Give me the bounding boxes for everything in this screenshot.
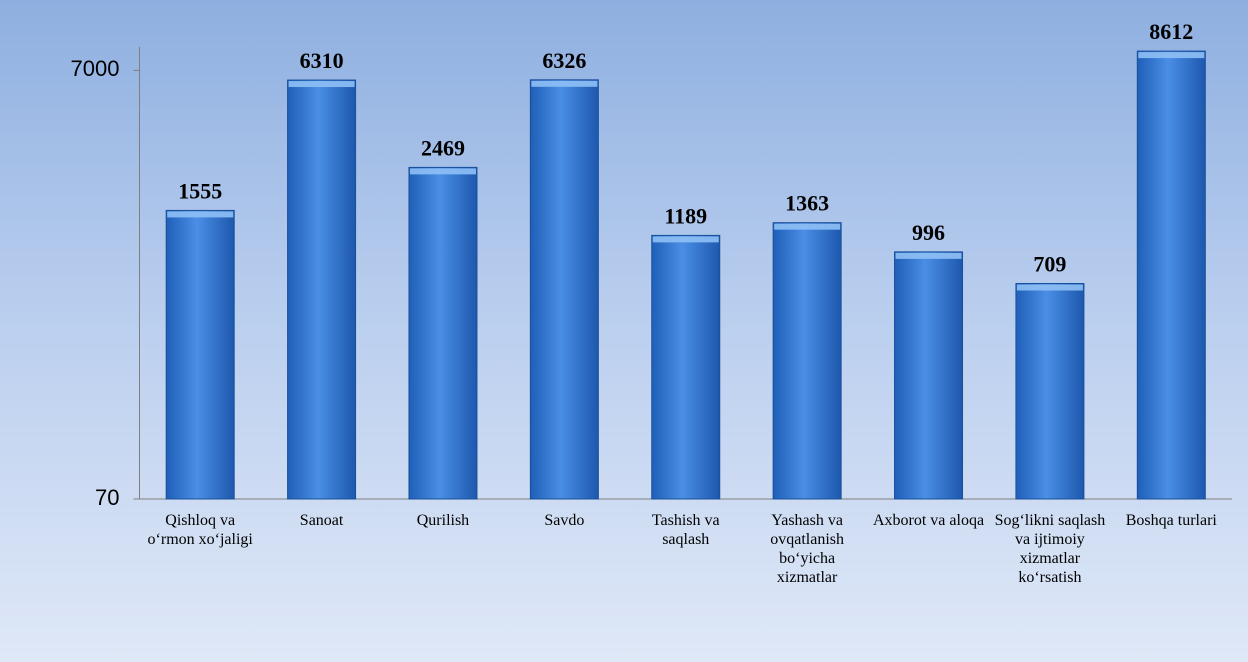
bar-part (1016, 284, 1083, 291)
x-tick-label: Sog‘likni saqlash va ijtimoiy xizmatlar … (994, 512, 1106, 586)
bar-part (287, 79, 357, 500)
bar (1015, 283, 1085, 500)
bar (529, 79, 599, 500)
bar-part (167, 211, 234, 218)
x-tick-label: Sanoat (299, 512, 344, 529)
y-tick-label: 70 (95, 485, 119, 510)
bar-part (288, 81, 355, 88)
bar (894, 251, 964, 500)
x-tick-label: Tashish va saqlash (651, 512, 720, 548)
bar-part (894, 251, 964, 500)
x-tick-label: Qurilish (416, 512, 470, 529)
value-label: 8612 (1149, 19, 1193, 44)
bar (287, 79, 357, 500)
value-label: 1363 (785, 191, 829, 216)
bar-part (774, 223, 841, 230)
bar (408, 166, 478, 500)
value-label: 6310 (300, 48, 344, 73)
bar-part (408, 166, 478, 500)
bar (1136, 50, 1206, 500)
bar-part (772, 222, 842, 500)
bar-part (165, 209, 235, 500)
x-tick-label: Yashash va ovqatlanish bo‘yicha xizmatla… (770, 512, 844, 586)
bar-part (1015, 283, 1085, 500)
value-label: 1555 (178, 178, 222, 203)
value-label: 709 (1033, 252, 1066, 277)
bar (165, 209, 235, 500)
value-label: 1189 (664, 203, 707, 228)
value-label: 996 (912, 220, 945, 245)
value-label: 2469 (421, 135, 465, 160)
bar-part (1138, 52, 1205, 59)
x-tick-label: Boshqa turlari (1125, 512, 1217, 529)
bar-part (529, 79, 599, 500)
value-label: 6326 (542, 48, 586, 73)
bar-part (652, 236, 719, 243)
x-tick-label: Axborot va aloqa (872, 512, 985, 529)
bar (651, 234, 721, 500)
bar-part (651, 234, 721, 500)
x-tick-label: Qishloq va o‘rmon xo‘jaligi (147, 512, 253, 548)
bar-part (895, 252, 962, 259)
bar (772, 222, 842, 500)
y-tick-label: 7000 (71, 56, 120, 81)
bar-part (1136, 50, 1206, 500)
bar-part (531, 80, 598, 87)
x-tick-label: Savdo (544, 512, 585, 529)
bar-part (409, 168, 476, 175)
